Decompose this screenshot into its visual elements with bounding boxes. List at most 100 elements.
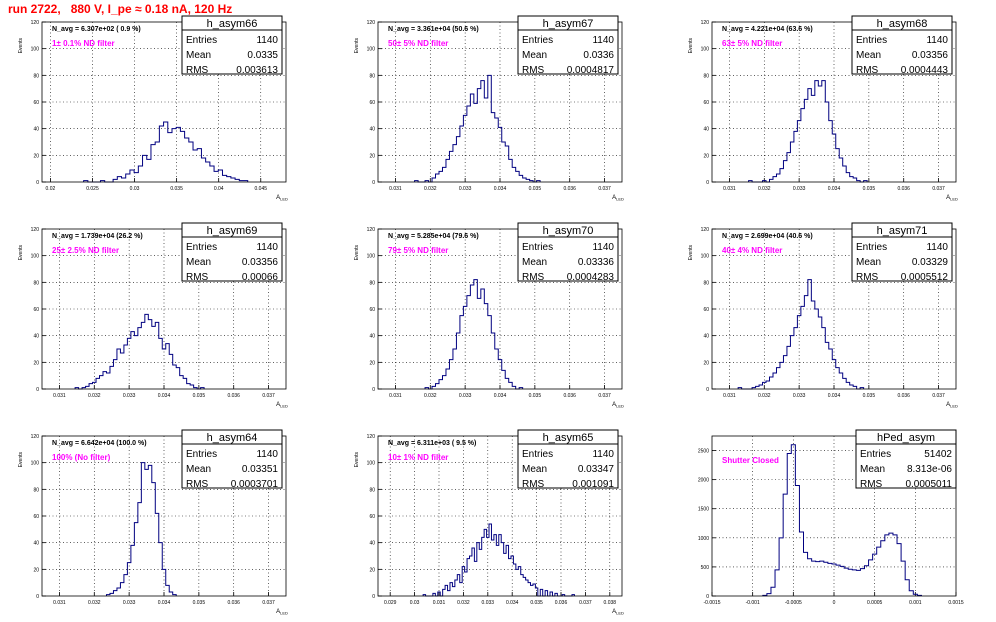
stats-label-rms: RMS bbox=[856, 272, 879, 283]
filter-annotation: 50± 5% ND filter bbox=[388, 39, 448, 48]
y-axis-title: Events bbox=[354, 38, 360, 54]
stats-label-mean: Mean bbox=[186, 257, 211, 268]
histogram-panel-h_asym65: 0.029 0.03 0.031 0.032 0.033 0.034 0.035 0.036 0… bbox=[354, 429, 624, 616]
y-tick-label: 0 bbox=[372, 180, 375, 186]
x-tick-label: 0.034 bbox=[158, 600, 171, 606]
stats-label-entries: Entries bbox=[856, 242, 887, 253]
stats-value-rms: 0.0005512 bbox=[901, 272, 949, 283]
x-axis-title: ALED bbox=[276, 609, 288, 616]
x-tick-label: 0.036 bbox=[227, 393, 240, 399]
y-tick-label: 60 bbox=[33, 514, 39, 520]
x-tick-label: 0.036 bbox=[563, 186, 576, 192]
x-tick-label: 0.03 bbox=[410, 600, 420, 606]
plot-frame bbox=[711, 435, 957, 597]
stats-label-mean: Mean bbox=[186, 50, 211, 61]
x-tick-label: 0.032 bbox=[424, 393, 437, 399]
y-tick-label: 120 bbox=[31, 434, 40, 440]
x-tick-label: 0.0015 bbox=[948, 600, 964, 606]
histogram-panel-h_asym67: 0.031 0.032 0.033 0.034 0.035 0.036 0.037 0 20 40… bbox=[354, 15, 624, 202]
x-tick-label: 0.034 bbox=[506, 600, 519, 606]
y-tick-label: 0 bbox=[36, 180, 39, 186]
x-tick-label: 0.031 bbox=[389, 186, 402, 192]
y-tick-label: 80 bbox=[33, 280, 39, 286]
x-tick-label: 0.037 bbox=[262, 600, 275, 606]
x-tick-label: 0.031 bbox=[53, 393, 66, 399]
x-tick-label: 0.033 bbox=[793, 186, 806, 192]
histogram-h_asym66 bbox=[83, 121, 249, 183]
x-axis-title: ALED bbox=[946, 402, 958, 409]
stats-label-entries: Entries bbox=[186, 35, 217, 46]
x-tick-label: 0.033 bbox=[793, 393, 806, 399]
y-tick-label: 100 bbox=[367, 254, 376, 260]
stats-value-entries: 1140 bbox=[592, 35, 614, 46]
stats-label-mean: Mean bbox=[856, 257, 881, 268]
y-tick-label: 100 bbox=[31, 47, 40, 53]
y-tick-label: 100 bbox=[31, 254, 40, 260]
histogram-h_asym67 bbox=[414, 74, 541, 183]
stats-box: h_asym66 Entries 1140 Mean 0.0335 RMS 0.003613 bbox=[181, 15, 283, 76]
n-avg-header: N_avg = 3.361e+04 (50.6 %) bbox=[388, 26, 479, 33]
stats-value-mean: 0.0336 bbox=[583, 50, 614, 61]
y-tick-label: 60 bbox=[369, 307, 375, 313]
histogram-h_asym65 bbox=[422, 523, 575, 597]
y-tick-label: 2000 bbox=[698, 478, 709, 484]
stats-histogram-name: h_asym65 bbox=[543, 432, 594, 444]
stats-histogram-name: h_asym68 bbox=[877, 18, 928, 30]
stats-label-mean: Mean bbox=[522, 257, 547, 268]
stats-label-entries: Entries bbox=[522, 35, 553, 46]
y-axis-title: Events bbox=[18, 245, 24, 261]
histogram-hPed_asym bbox=[762, 444, 922, 596]
histogram-panel-h_asym70: 0.031 0.032 0.033 0.034 0.035 0.036 0.037 0 20 40… bbox=[354, 222, 624, 409]
histogram-h_asym70 bbox=[424, 279, 524, 390]
x-tick-label: 0.033 bbox=[123, 600, 136, 606]
y-tick-label: 0 bbox=[706, 594, 709, 600]
stats-histogram-name: hPed_asym bbox=[877, 432, 935, 444]
stats-label-rms: RMS bbox=[186, 65, 209, 76]
histogram-h_asym68 bbox=[748, 80, 868, 183]
y-tick-label: 0 bbox=[706, 180, 709, 186]
filter-annotation: 10± 1% ND filter bbox=[388, 453, 448, 462]
y-tick-label: 80 bbox=[703, 280, 709, 286]
filter-annotation: 100% (No filter) bbox=[52, 453, 111, 462]
stats-histogram-name: h_asym71 bbox=[877, 225, 928, 237]
n-avg-header: N_avg = 6.642e+04 (100.0 %) bbox=[52, 440, 147, 447]
x-tick-label: -0.001 bbox=[746, 600, 760, 606]
x-tick-label: 0.036 bbox=[227, 600, 240, 606]
filter-annotation: 79± 5% ND filter bbox=[388, 246, 448, 255]
x-tick-label: 0.032 bbox=[457, 600, 470, 606]
x-tick-label: 0 bbox=[833, 600, 836, 606]
stats-label-rms: RMS bbox=[860, 479, 883, 490]
stats-value-entries: 1140 bbox=[926, 242, 948, 253]
x-tick-label: 0.025 bbox=[86, 186, 99, 192]
y-tick-label: 60 bbox=[703, 307, 709, 313]
stats-box-frame bbox=[181, 15, 283, 75]
y-tick-label: 20 bbox=[33, 153, 39, 159]
stats-histogram-name: h_asym66 bbox=[207, 18, 258, 30]
stats-box-frame bbox=[181, 429, 283, 489]
stats-histogram-name: h_asym69 bbox=[207, 225, 258, 237]
histogram-panel-hPed_asym: -0.0015 -0.001 -0.0005 0 0.0005 0.001 0.0015 0 5… bbox=[698, 429, 964, 606]
y-tick-label: 100 bbox=[367, 461, 376, 467]
filter-annotation: Shutter Closed bbox=[722, 456, 779, 465]
stats-value-mean: 0.03329 bbox=[912, 257, 949, 268]
y-tick-label: 40 bbox=[369, 334, 375, 340]
stats-box: h_asym71 Entries 1140 Mean 0.03329 RMS 0.00055… bbox=[851, 222, 953, 283]
stats-value-mean: 0.03336 bbox=[578, 257, 615, 268]
y-tick-label: 60 bbox=[703, 100, 709, 106]
stats-label-rms: RMS bbox=[522, 65, 545, 76]
n-avg-header: N_avg = 4.221e+04 (63.6 %) bbox=[722, 26, 813, 33]
stats-box: h_asym67 Entries 1140 Mean 0.0336 RMS 0.000481… bbox=[517, 15, 619, 76]
stats-histogram-name: h_asym70 bbox=[543, 225, 594, 237]
y-tick-label: 40 bbox=[369, 541, 375, 547]
y-tick-label: 40 bbox=[33, 541, 39, 547]
y-tick-label: 2500 bbox=[698, 449, 709, 455]
y-axis-title: Events bbox=[18, 452, 24, 468]
x-tick-label: 0.031 bbox=[723, 186, 736, 192]
x-tick-label: 0.035 bbox=[529, 393, 542, 399]
y-tick-label: 100 bbox=[701, 47, 710, 53]
y-tick-label: 40 bbox=[703, 334, 709, 340]
y-tick-label: 20 bbox=[369, 567, 375, 573]
y-tick-label: 20 bbox=[33, 567, 39, 573]
x-tick-label: 0.038 bbox=[604, 600, 617, 606]
stats-label-rms: RMS bbox=[186, 272, 209, 283]
